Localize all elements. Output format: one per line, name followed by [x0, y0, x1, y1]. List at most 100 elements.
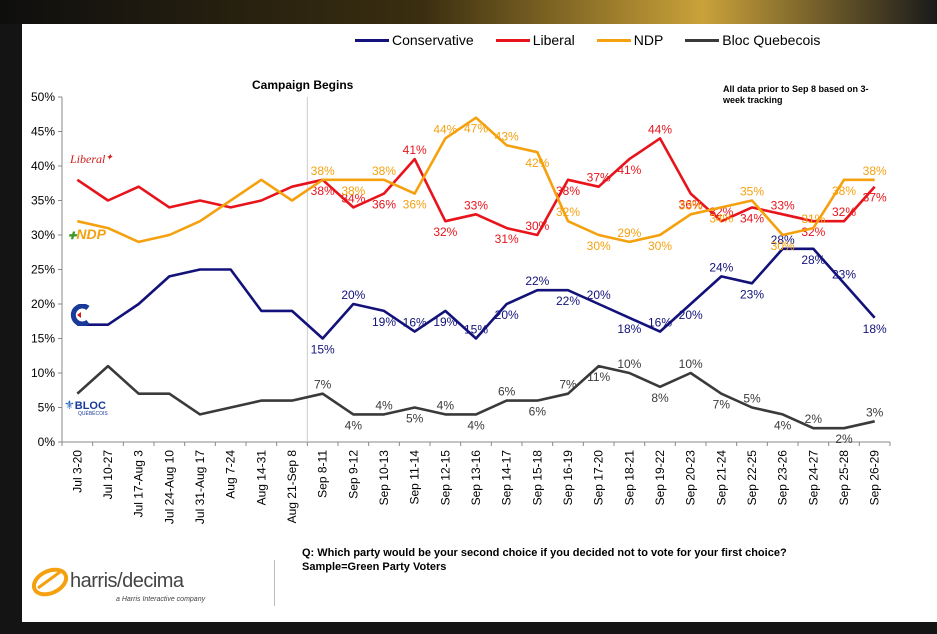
data-label-liberal: 41% [403, 143, 427, 157]
data-label-ndp: 47% [464, 122, 488, 136]
sample-text: Sample=Green Party Voters [302, 561, 447, 573]
y-tick-label: 35% [31, 194, 55, 208]
x-tick-label: Sep 23-26 [776, 450, 790, 506]
data-label-liberal: 33% [464, 198, 488, 212]
data-label-ndp: 31% [801, 212, 825, 226]
series-line-ndp [77, 116, 875, 244]
data-label-conservative: 19% [372, 315, 396, 329]
bottom-banner [0, 622, 937, 634]
data-label-bloc: 4% [345, 418, 363, 432]
data-label-bloc: 7% [559, 378, 577, 392]
legend-swatch-liberal [495, 38, 530, 42]
x-tick-label: Jul 31-Aug 17 [193, 450, 207, 524]
y-tick-label: 30% [31, 228, 55, 242]
liberal-logo: Liberal✦ [70, 152, 113, 167]
data-label-bloc: 2% [835, 432, 853, 446]
x-tick-label: Aug 7-24 [224, 450, 238, 499]
fleur-de-lis-icon: ⚜ [64, 398, 75, 412]
legend-swatch-bloc [685, 38, 720, 42]
data-label-liberal: 31% [495, 232, 519, 246]
data-label-conservative: 19% [433, 315, 457, 329]
data-label-conservative: 28% [801, 253, 825, 267]
legend-item-conservative: Conservative [355, 32, 474, 48]
legend-label-liberal: Liberal [532, 32, 575, 48]
data-label-bloc: 4% [467, 418, 485, 432]
data-label-ndp: 38% [311, 164, 335, 178]
legend-item-ndp: NDP [596, 32, 663, 48]
data-label-conservative: 22% [556, 294, 580, 308]
y-tick-label: 15% [31, 332, 55, 346]
top-banner [0, 0, 937, 24]
data-label-conservative: 20% [341, 288, 365, 302]
data-label-bloc: 4% [774, 418, 792, 432]
x-tick-label: Sep 22-25 [745, 450, 759, 506]
data-label-bloc: 7% [713, 398, 731, 412]
data-label-ndp: 29% [617, 226, 641, 240]
x-tick-label: Sep 17-20 [592, 450, 606, 506]
data-label-conservative: 18% [617, 322, 641, 336]
data-label-ndp: 35% [740, 185, 764, 199]
harris-decima-logo-icon [31, 567, 69, 597]
conservative-logo [68, 303, 92, 331]
bloc-logo: ⚜BLOC QUÉBÉCOIS [64, 396, 108, 417]
data-label-ndp: 36% [403, 198, 427, 212]
y-tick-label: 20% [31, 297, 55, 311]
x-tick-label: Sep 8-11 [316, 450, 330, 498]
data-label-conservative: 15% [464, 323, 488, 337]
data-label-bloc: 8% [651, 391, 669, 405]
data-label-liberal: 34% [341, 191, 365, 205]
data-label-liberal: 36% [372, 198, 396, 212]
data-label-ndp: 38% [832, 184, 856, 198]
x-tick-label: Sep 24-27 [806, 450, 820, 506]
ndp-leaf-icon: ✚ [68, 231, 77, 242]
data-label-conservative: 28% [771, 233, 795, 247]
data-label-conservative: 16% [648, 316, 672, 330]
legend-item-liberal: Liberal [495, 32, 575, 48]
x-tick-label: Sep 9-12 [346, 450, 360, 499]
series-line-conservative [77, 247, 876, 340]
data-label-bloc: 2% [805, 412, 823, 426]
x-tick-label: Sep 11-14 [408, 450, 422, 505]
data-label-conservative: 16% [403, 316, 427, 330]
data-label-bloc: 10% [679, 357, 703, 371]
data-label-bloc: 4% [375, 398, 393, 412]
footer-divider [274, 560, 275, 606]
x-tick-label: Jul 10-27 [101, 450, 115, 500]
x-tick-label: Jul 24-Aug 10 [162, 450, 176, 524]
data-label-liberal: 44% [648, 122, 672, 136]
x-tick-label: Sep 15-18 [530, 450, 544, 506]
data-label-conservative: 20% [587, 288, 611, 302]
data-label-liberal: 30% [525, 219, 549, 233]
data-label-bloc: 3% [866, 405, 884, 419]
ndp-logo-text: NDP [76, 226, 106, 242]
series-line-liberal [76, 137, 876, 237]
data-label-conservative: 18% [863, 322, 887, 336]
data-label-bloc: 11% [587, 370, 610, 384]
data-label-conservative: 20% [679, 308, 703, 322]
x-tick-label: Sep 20-23 [684, 450, 698, 506]
legend-label-bloc: Bloc Quebecois [722, 32, 821, 48]
series-line-bloc [76, 364, 875, 430]
data-label-bloc: 10% [617, 357, 641, 371]
x-tick-label: Jul 3-20 [70, 450, 84, 493]
y-tick-label: 10% [31, 366, 55, 380]
data-label-bloc: 5% [743, 392, 761, 406]
data-label-liberal: 33% [771, 198, 795, 212]
x-tick-label: Sep 16-19 [561, 450, 575, 506]
x-tick-label: Sep 18-21 [622, 450, 636, 506]
y-tick-label: 45% [31, 125, 55, 139]
data-label-liberal: 37% [863, 191, 887, 205]
data-label-ndp: 33% [679, 198, 703, 212]
data-label-ndp: 32% [556, 205, 580, 219]
data-label-ndp: 30% [771, 239, 795, 253]
y-tick-label: 0% [38, 435, 56, 449]
data-label-liberal: 34% [740, 211, 764, 225]
data-label-liberal: 32% [832, 205, 856, 219]
chart-legend: Conservative Liberal NDP Bloc Quebecois [355, 32, 842, 48]
logo-name: harris/decima [70, 570, 184, 592]
data-label-conservative: 20% [495, 308, 519, 322]
data-label-ndp: 38% [341, 184, 365, 198]
ndp-logo: ✚NDP [68, 226, 106, 242]
bloc-logo-subtext: QUÉBÉCOIS [78, 411, 108, 417]
data-label-ndp: 43% [495, 129, 519, 143]
